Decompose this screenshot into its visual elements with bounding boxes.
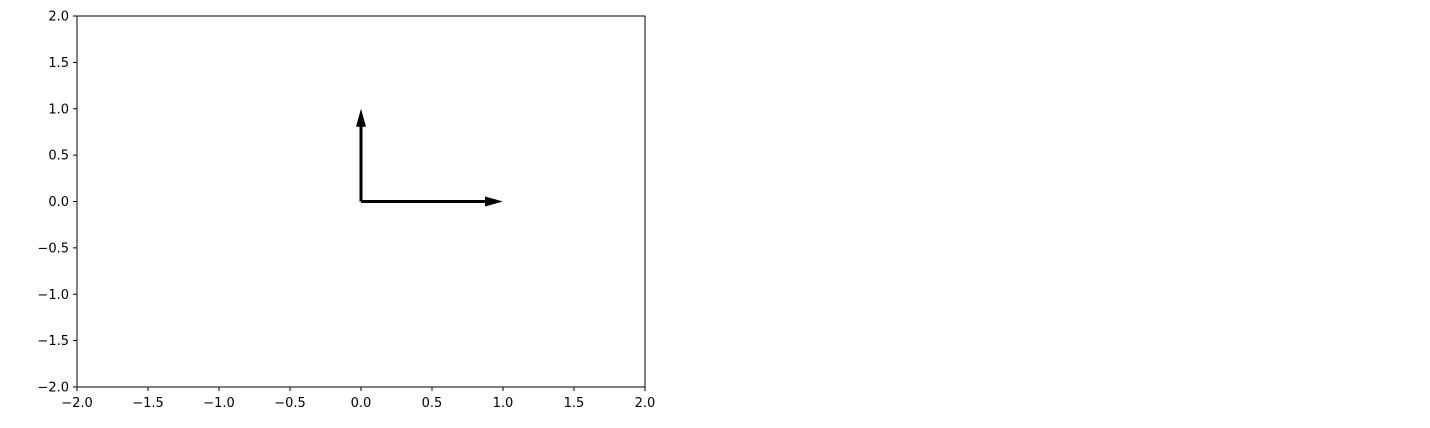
y-tick-label: −1.0 bbox=[37, 288, 69, 303]
x-tick-label: 1.5 bbox=[564, 396, 585, 411]
x-tick-label: −0.5 bbox=[274, 396, 306, 411]
y-tick-label: 1.0 bbox=[48, 102, 69, 117]
vectors-layer bbox=[356, 108, 503, 207]
y-tick-label: −0.5 bbox=[37, 241, 69, 256]
x-tick-label: −2.0 bbox=[61, 396, 93, 411]
x-tick-label: −1.5 bbox=[132, 396, 164, 411]
x-tick-label: 0.0 bbox=[351, 396, 372, 411]
vector-arrow-2 bbox=[356, 108, 366, 202]
x-tick-label: −1.0 bbox=[203, 396, 235, 411]
y-tick-label: 0.5 bbox=[48, 149, 69, 164]
vector-arrow-1 bbox=[361, 196, 503, 207]
y-tick-label: −2.0 bbox=[37, 381, 69, 396]
y-axis: −2.0 −1.5 −1.0 −0.5 0.0 0.5 1.0 1.5 2.0 bbox=[37, 10, 77, 396]
y-tick-label: −1.5 bbox=[37, 334, 69, 349]
y-tick-label: 1.5 bbox=[48, 56, 69, 71]
x-tick-label: 1.0 bbox=[493, 396, 514, 411]
y-tick-label: 0.0 bbox=[48, 195, 69, 210]
x-tick-label: 2.0 bbox=[635, 396, 656, 411]
x-axis: −2.0 −1.5 −1.0 −0.5 0.0 0.5 1.0 1.5 2.0 bbox=[61, 387, 655, 411]
plot-frame bbox=[76, 15, 646, 388]
x-tick-label: 0.5 bbox=[422, 396, 443, 411]
y-tick-label: 2.0 bbox=[48, 10, 69, 25]
